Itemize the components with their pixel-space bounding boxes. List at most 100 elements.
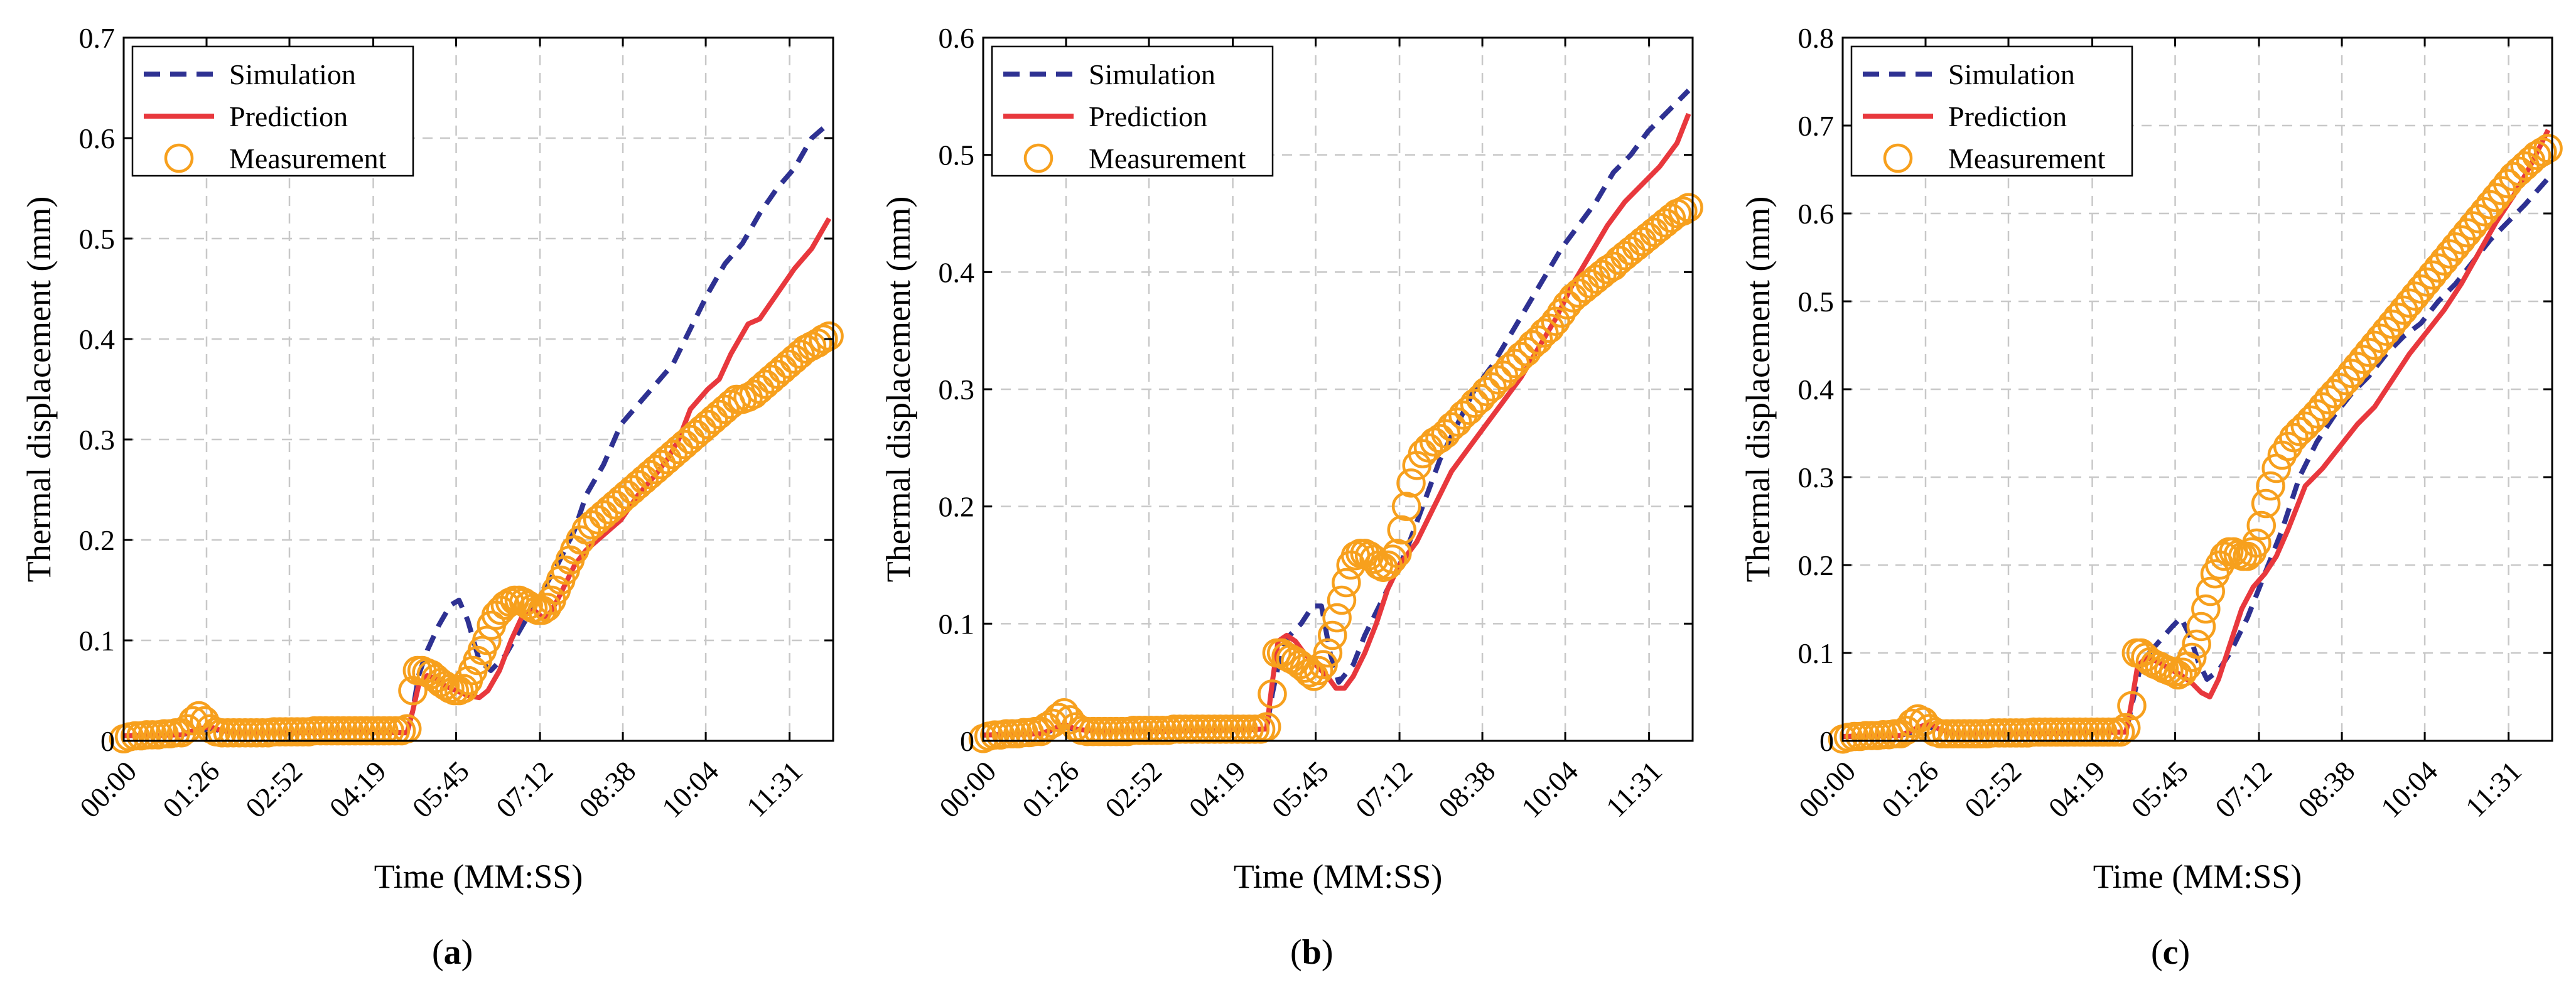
legend-a: Simulation Prediction Measurement xyxy=(131,45,414,177)
measurement-point xyxy=(704,399,734,429)
measurement-point xyxy=(178,706,208,736)
x-tick-label: 02:52 xyxy=(239,755,308,824)
y-tick-label: 0.6 xyxy=(1798,198,1835,230)
legend-measurement-label: Measurement xyxy=(1089,143,1246,175)
measurement-point xyxy=(449,674,478,704)
measurement-point xyxy=(509,587,539,617)
axes-frame-a xyxy=(122,36,834,742)
measurement-point xyxy=(2158,657,2189,687)
legend-prediction-label: Prediction xyxy=(1089,100,1207,132)
panel-letter-c: c xyxy=(2163,933,2179,972)
measurement-point xyxy=(2279,423,2309,453)
x-tick-label: 05:45 xyxy=(2125,755,2194,824)
measurement-point xyxy=(1258,679,1287,709)
x-tick-label: 04:19 xyxy=(323,755,392,824)
measurement-point xyxy=(589,500,618,530)
x-tick-label: 01:26 xyxy=(156,755,225,824)
measurement-point xyxy=(1290,654,1320,683)
measurement-point xyxy=(2191,594,2221,624)
measurement-point xyxy=(532,592,562,622)
measurement-point xyxy=(2105,717,2135,747)
y-tick-label: 0 xyxy=(1819,725,1834,757)
measurement-point xyxy=(2242,528,2272,558)
chart-panel-b: 00:00 01:26 02:52 04:19 05:45 07:12 08:38 10:04… xyxy=(880,22,1703,972)
panel-label-a: (a) xyxy=(432,933,473,972)
y-tick-label: 0.2 xyxy=(1798,549,1835,581)
y-tick-label: 0.2 xyxy=(79,524,116,556)
measurement-point xyxy=(1892,715,1921,745)
measurement-point xyxy=(699,404,728,434)
simulation-line xyxy=(983,89,1691,738)
x-tick-label: 01:26 xyxy=(1016,755,1085,824)
measurement-point xyxy=(2246,510,2277,541)
measurement-point xyxy=(392,714,422,744)
y-axis-label-b: Thermal displacement (mm) xyxy=(880,197,917,583)
y-tick-label: 0.1 xyxy=(1798,637,1835,669)
series-layer-a xyxy=(109,121,844,754)
measurement-point xyxy=(606,485,636,515)
measurement-point xyxy=(750,369,780,399)
measurement-point xyxy=(1674,193,1703,222)
legend-prediction-label: Prediction xyxy=(229,100,348,132)
measurement-point xyxy=(2251,488,2281,519)
measurement-point xyxy=(527,595,558,625)
y-tick-label: 0.7 xyxy=(79,22,116,54)
x-tick-label: 08:38 xyxy=(1432,755,1501,824)
x-axis-label-b: Time (MM:SS) xyxy=(1234,858,1443,895)
y-tick-label: 0.1 xyxy=(939,608,975,640)
legend-box-b xyxy=(991,45,1274,177)
measurement-point xyxy=(1332,568,1361,598)
y-axis-label-c: Thermal displacement (mm) xyxy=(1739,197,1777,583)
y-tick-label: 0.1 xyxy=(79,625,116,657)
y-tick-label: 0.4 xyxy=(939,256,975,288)
y-axis-label-a: Thermal displacement (mm) xyxy=(20,197,58,583)
grid-b xyxy=(983,38,1693,741)
x-tick-label: 05:45 xyxy=(406,755,475,824)
x-tick-label: 07:12 xyxy=(1349,755,1418,824)
x-tick-label: 01:26 xyxy=(1875,755,1944,824)
legend-prediction-label: Prediction xyxy=(1948,100,2067,132)
measurement-point xyxy=(2285,416,2314,446)
prediction-line xyxy=(983,112,1691,738)
measurement-point xyxy=(2117,691,2147,721)
y-tick-label: 0.2 xyxy=(939,491,975,523)
x-tick-label: 10:04 xyxy=(655,755,725,824)
measurement-point xyxy=(595,495,624,525)
legend-measurement-marker xyxy=(164,143,194,173)
chart-panel-a: 00:00 01:26 02:52 04:19 05:45 07:12 08:38 10:04… xyxy=(20,22,844,972)
measurement-point xyxy=(780,344,809,374)
chart-panel-c: 00:00 01:26 02:52 04:19 05:45 07:12 08:38 10:04… xyxy=(1739,22,2563,972)
y-tick-label: 0 xyxy=(960,725,974,757)
x-tick-label: 11:31 xyxy=(740,755,809,823)
legend-measurement-marker xyxy=(1883,143,1913,173)
x-axis-label-a: Time (MM:SS) xyxy=(374,858,583,895)
x-tick-label: 08:38 xyxy=(2292,755,2361,824)
x-tick-label: 07:12 xyxy=(2209,755,2278,824)
measurement-point xyxy=(426,667,455,698)
measurement-point xyxy=(2196,576,2225,606)
x-tick-label: 08:38 xyxy=(573,755,642,824)
x-tick-label: 11:31 xyxy=(1600,755,1668,823)
measurement-point xyxy=(1546,298,1576,328)
y-tick-label: 0.7 xyxy=(1798,110,1835,142)
measurement-point xyxy=(2177,642,2207,672)
x-tick-label: 02:52 xyxy=(1099,755,1168,824)
legend-measurement-label: Measurement xyxy=(229,143,387,175)
x-tick-label: 00:00 xyxy=(73,755,143,824)
measurement-point xyxy=(773,349,804,379)
measurement-point xyxy=(1668,197,1698,226)
measurement-point xyxy=(1322,603,1352,633)
legend-b: Simulation Prediction Measurement xyxy=(991,45,1274,177)
x-tick-label: 04:19 xyxy=(2042,755,2111,824)
y-tick-label: 0.5 xyxy=(1798,286,1835,318)
measurement-point xyxy=(600,490,630,520)
x-tick-label: 00:00 xyxy=(1792,755,1862,824)
legend-c: Simulation Prediction Measurement xyxy=(1850,45,2133,177)
measurement-point xyxy=(687,414,717,445)
measurement-point xyxy=(693,409,723,439)
measurement-point xyxy=(1382,539,1412,568)
x-tick-label: 05:45 xyxy=(1266,755,1335,824)
measurement-point xyxy=(195,714,225,744)
x-tick-label: 04:19 xyxy=(1183,755,1252,824)
